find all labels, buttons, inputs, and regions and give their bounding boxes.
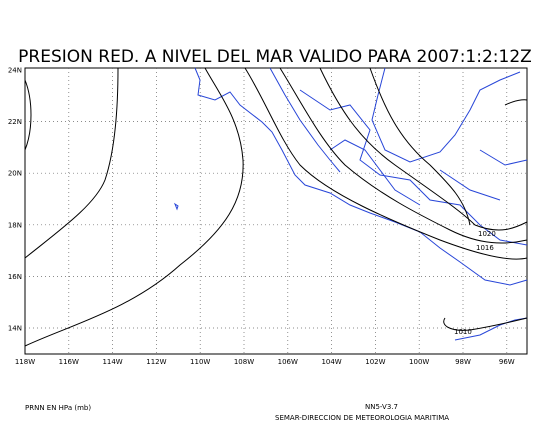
coastline [194, 67, 528, 286]
isobar [504, 99, 528, 106]
lon-label: 112W [146, 358, 166, 366]
graticule [25, 68, 527, 354]
lon-label: 118W [15, 358, 35, 366]
isobar [279, 67, 528, 244]
isobar [369, 67, 471, 226]
lon-label: 106W [278, 358, 298, 366]
state-border [299, 89, 528, 246]
lat-label: 16N [8, 273, 22, 281]
map-frame [24, 67, 528, 355]
isobar [24, 79, 32, 151]
contour-label: 1016 [476, 244, 494, 252]
axis-labels: 24N 22N 20N 18N 16N 14N 118W 116W 114W 112W 110W 10… [8, 67, 515, 367]
units-note: PRNN EN HPa (mb) [25, 404, 91, 412]
lat-label: 22N [8, 118, 22, 126]
isobar [24, 67, 119, 259]
model-version: NN5-V3.7 [365, 403, 398, 411]
coastline [269, 67, 341, 173]
isobar [319, 67, 528, 231]
lon-label: 116W [59, 358, 79, 366]
lon-label: 104W [321, 358, 341, 366]
lon-label: 110W [190, 358, 210, 366]
coastline [454, 317, 528, 341]
lon-label: 96W [499, 358, 515, 366]
contour-label: 1010 [454, 328, 472, 336]
lon-label: 102W [365, 358, 385, 366]
lon-label: 114W [102, 358, 122, 366]
isobars [24, 67, 528, 347]
lat-label: 18N [8, 221, 22, 229]
lat-label: 24N [8, 67, 22, 75]
lon-label: 98W [455, 358, 471, 366]
isobar [443, 317, 528, 331]
state-border [329, 139, 528, 206]
coastline [371, 67, 521, 163]
lon-label: 108W [234, 358, 254, 366]
island [173, 202, 179, 211]
lat-label: 14N [8, 325, 22, 333]
map-title: PRESION RED. A NIVEL DEL MAR VALIDO PARA… [18, 47, 532, 67]
isobar [244, 67, 528, 260]
contour-label: 1020 [478, 230, 496, 238]
lon-label: 100W [409, 358, 429, 366]
lat-label: 20N [8, 170, 22, 178]
isobar [24, 67, 244, 347]
credit: SEMAR-DIRECCION DE METEOROLOGIA MARITIMA [275, 414, 449, 422]
